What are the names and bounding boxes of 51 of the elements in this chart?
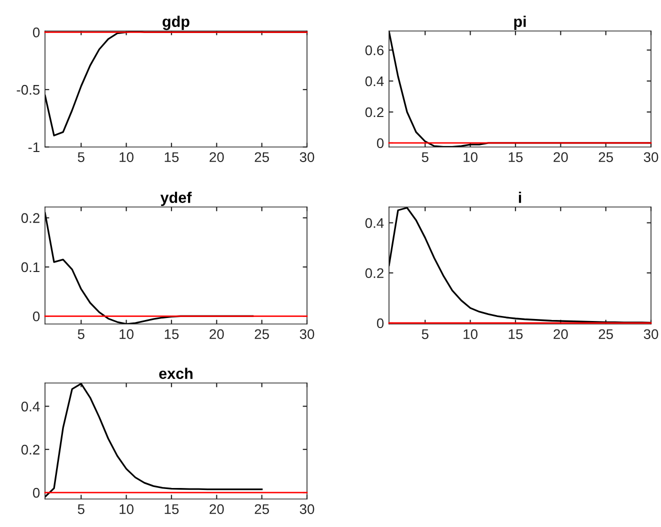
x-tick-label: 10 [120,152,134,162]
y-tick-label: 0 [32,311,40,322]
x-tick-label: 25 [254,329,269,340]
chart-title: gdp [162,16,190,30]
x-tick-label: 20 [554,152,568,162]
x-tick-label: 15 [164,329,179,340]
x-tick-label: 10 [120,504,134,514]
x-tick-label: 30 [644,152,658,162]
x-tick-label: 5 [422,152,428,162]
y-tick-label: 0.4 [21,402,40,412]
y-tick-label: 0.2 [365,268,384,278]
x-tick-label: 15 [508,152,523,162]
x-tick-label: 10 [464,152,478,162]
y-tick-label: 0 [32,27,40,38]
x-tick-label: 25 [598,329,613,340]
x-tick-label: 25 [254,152,269,162]
y-tick-label: 0 [376,138,384,148]
x-tick-label: 30 [300,329,314,340]
x-tick-label: 5 [78,152,84,162]
x-tick-label: 25 [254,504,269,514]
x-tick-label: 10 [464,329,478,340]
x-tick-label: 20 [554,329,568,340]
y-tick-label: 0 [376,318,384,328]
x-tick-label: 5 [78,504,84,514]
y-tick-label: 0.6 [365,45,384,56]
chart-title: exch [159,368,192,379]
x-tick-label: 15 [508,329,523,340]
x-tick-label: 10 [120,329,134,340]
x-tick-label: 15 [164,504,179,514]
x-tick-label: 5 [422,329,428,340]
x-tick-label: 30 [300,152,314,162]
x-tick-label: 25 [598,152,613,162]
x-tick-label: 30 [300,504,314,514]
y-tick-label: 0.2 [21,444,40,455]
x-tick-label: 5 [78,329,84,340]
x-tick-label: 15 [164,152,179,162]
chart-title: pi [514,16,526,30]
y-tick-label: 0.2 [365,107,384,118]
chart-title: ydef [160,192,192,206]
x-tick-label: 30 [644,329,658,340]
chart-title: i [518,192,522,203]
y-tick-label: -1 [28,142,40,152]
x-tick-label: 20 [210,152,224,162]
y-tick-label: 0.4 [365,76,384,86]
y-tick-label: -0.5 [16,84,40,95]
x-tick-label: 20 [210,504,224,514]
y-tick-label: 0.4 [365,218,384,228]
x-tick-label: 20 [210,329,224,340]
y-tick-label: 0.1 [21,262,40,272]
y-tick-label: 0 [32,488,40,498]
y-tick-label: 0.2 [21,213,40,223]
